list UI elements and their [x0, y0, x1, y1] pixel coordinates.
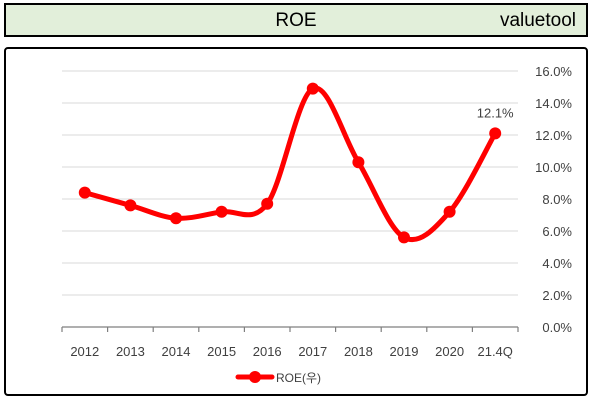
y-tick-label: 4.0%	[542, 256, 572, 271]
roe-data-point	[170, 212, 182, 225]
roe-data-point	[489, 127, 502, 140]
legend-label: ROE(우)	[276, 371, 321, 385]
y-tick-label: 14.0%	[535, 96, 572, 111]
roe-data-point	[215, 205, 228, 218]
x-tick-label: 2017	[298, 344, 327, 359]
y-tick-label: 0.0%	[542, 320, 572, 335]
legend-swatch-marker	[249, 371, 261, 383]
header-bar: ROE valuetool	[4, 3, 588, 37]
roe-data-point	[124, 199, 137, 212]
roe-series-line	[82, 85, 498, 242]
y-tick-label: 6.0%	[542, 224, 572, 239]
chart-frame	[4, 47, 588, 396]
data-label: 12.1%	[477, 105, 514, 120]
x-tick-label: 21.4Q	[477, 344, 512, 359]
y-tick-label: 10.0%	[535, 160, 572, 175]
roe-data-point	[352, 156, 365, 169]
roe-data-point	[78, 186, 91, 199]
x-tick-label: 2018	[344, 344, 373, 359]
brand-label: valuetool	[499, 10, 576, 31]
y-tick-label: 16.0%	[535, 64, 572, 79]
x-tick-label: 2016	[253, 344, 282, 359]
x-tick-label: 2014	[162, 344, 191, 359]
x-tick-label: 2013	[116, 344, 145, 359]
x-tick-label: 2019	[390, 344, 419, 359]
x-tick-label: 2015	[207, 344, 236, 359]
roe-data-point	[306, 82, 319, 95]
y-tick-label: 8.0%	[542, 192, 572, 207]
roe-data-point	[443, 205, 456, 218]
roe-data-point	[398, 231, 410, 244]
y-tick-label: 2.0%	[542, 288, 572, 303]
roe-data-point	[261, 197, 274, 210]
x-tick-label: 2012	[70, 344, 99, 359]
x-tick-label: 2020	[435, 344, 464, 359]
y-tick-label: 12.0%	[535, 128, 572, 143]
chart-title: ROE	[275, 10, 317, 31]
